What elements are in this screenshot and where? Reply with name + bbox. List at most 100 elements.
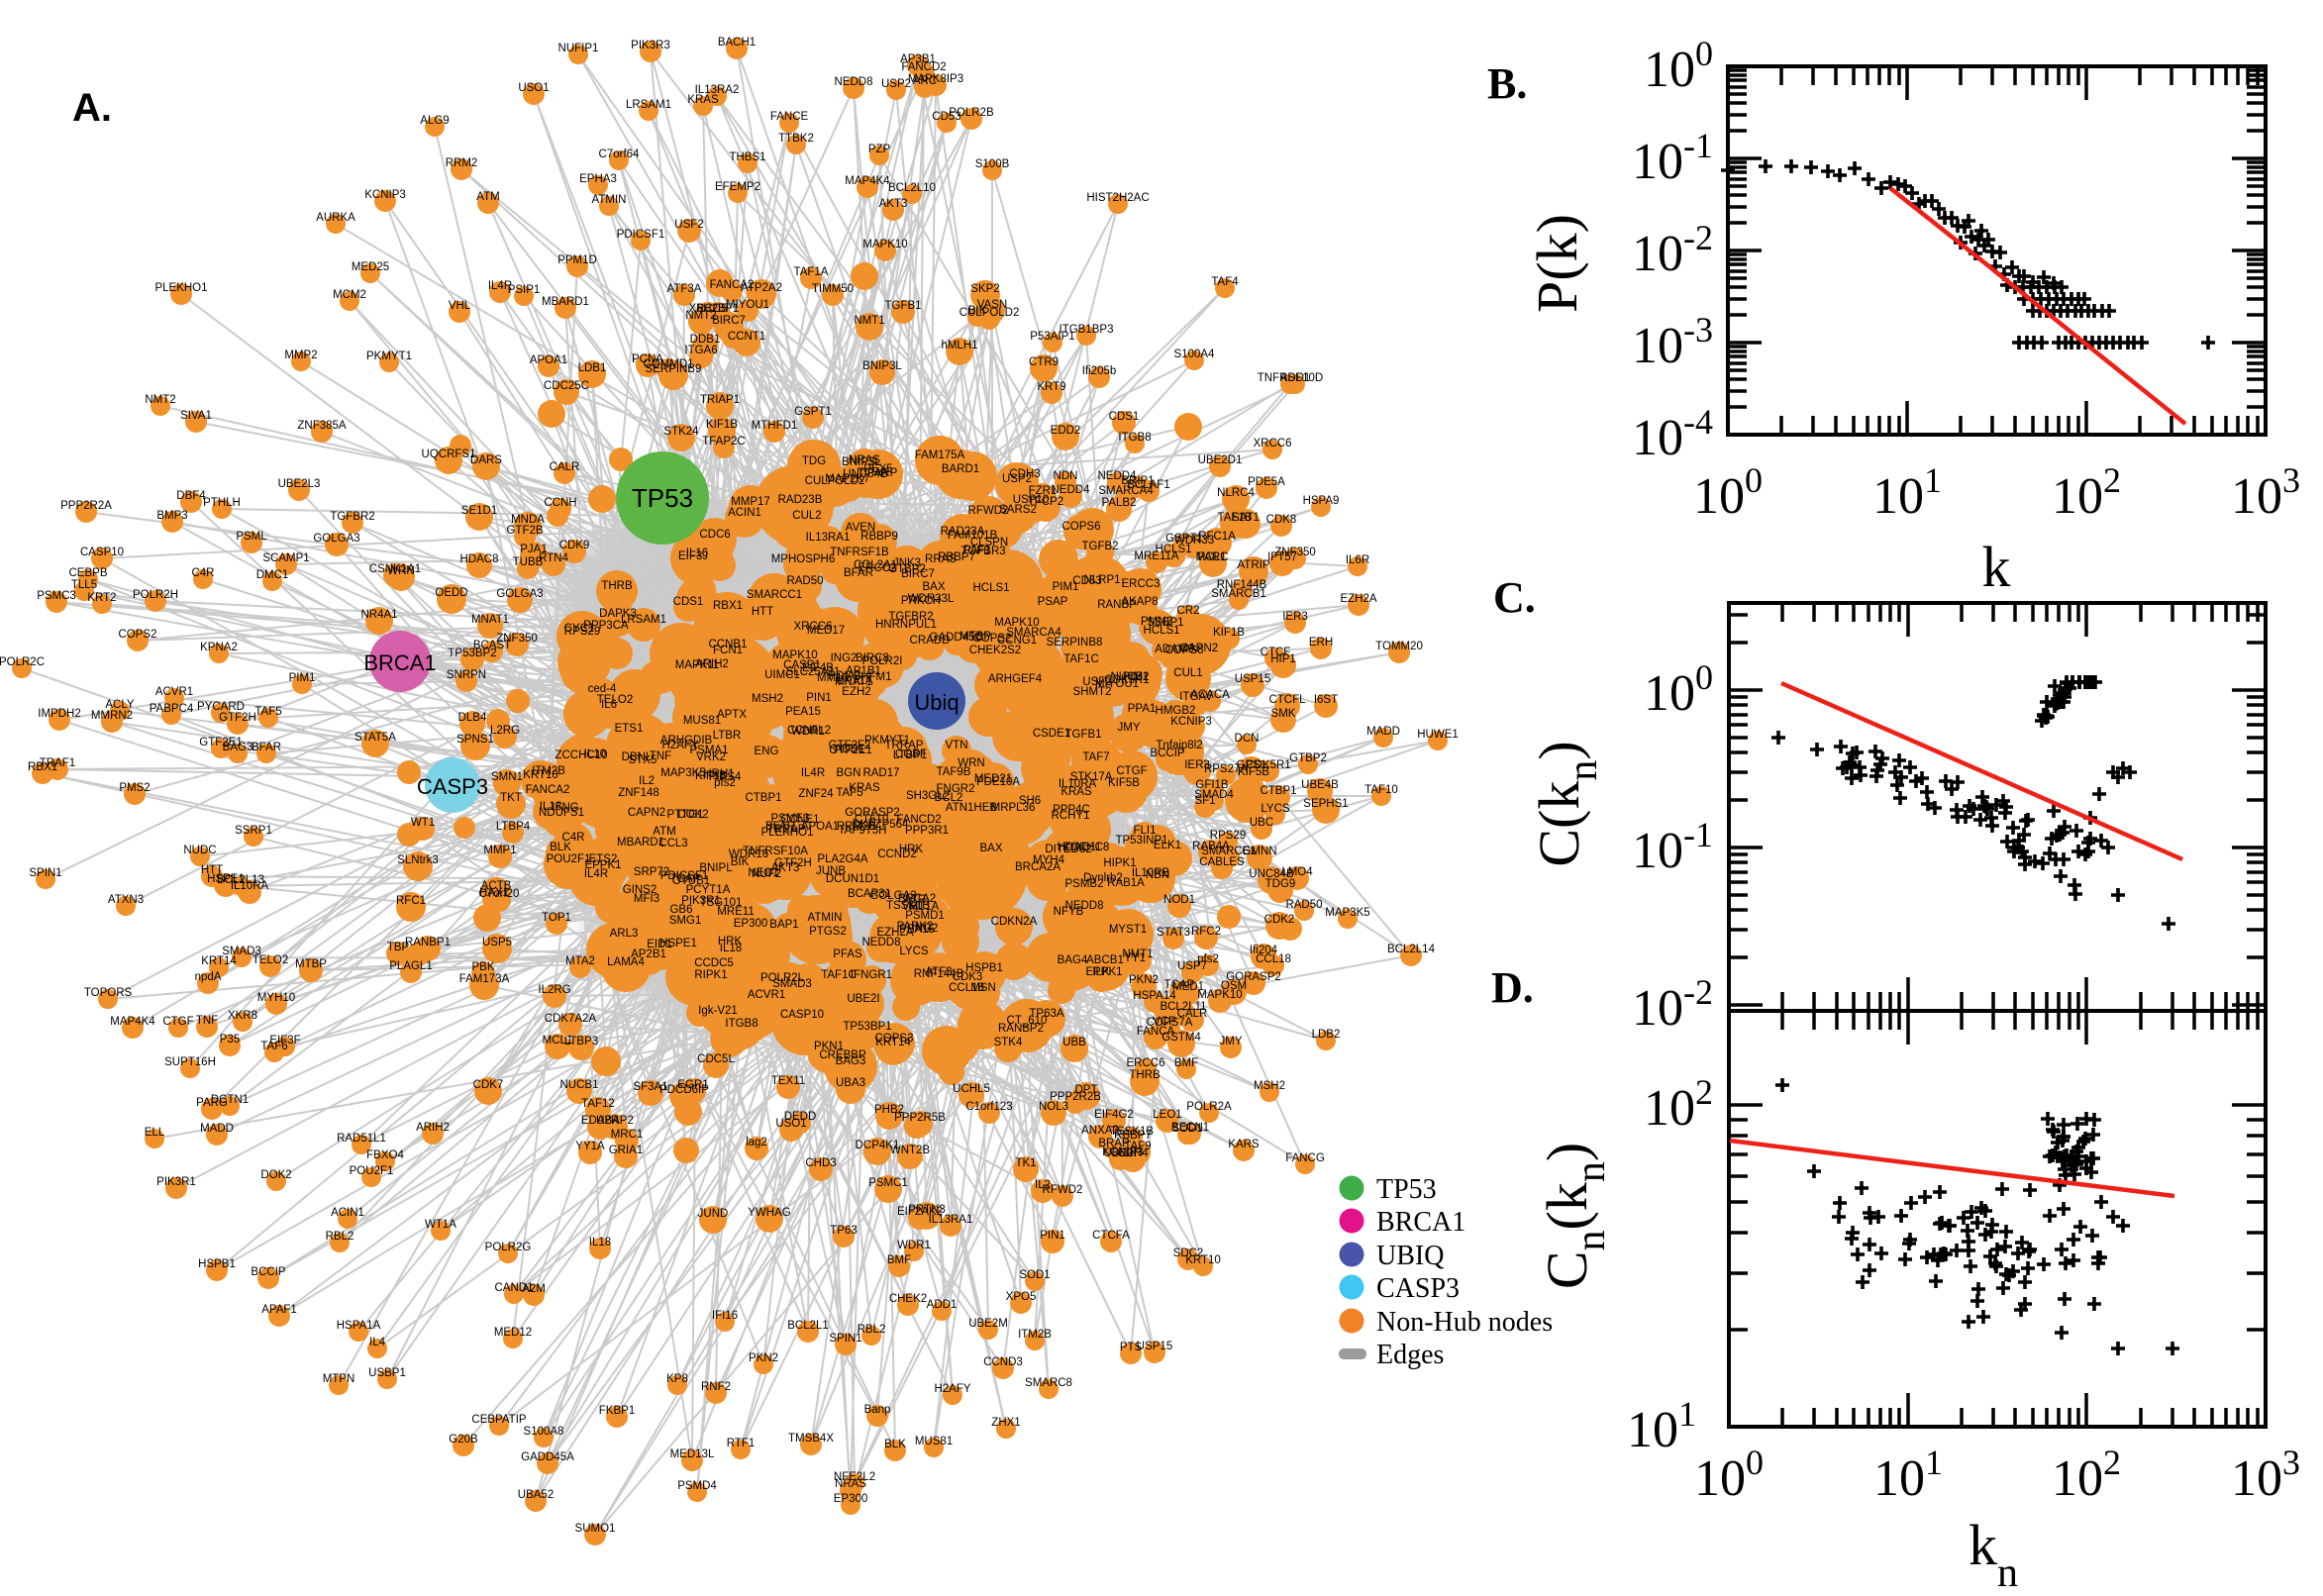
svg-text:BRCA1: BRCA1 — [1376, 1207, 1465, 1238]
svg-text:CASP1: CASP1 — [783, 659, 821, 671]
svg-text:MSH2: MSH2 — [752, 693, 783, 705]
svg-text:CHEK2S2: CHEK2S2 — [969, 645, 1021, 656]
svg-text:TP53BP2: TP53BP2 — [448, 648, 496, 659]
svg-text:SUMO1: SUMO1 — [575, 1523, 616, 1535]
svg-text:HNRNPUL1: HNRNPUL1 — [875, 619, 937, 631]
svg-text:CR2: CR2 — [1176, 605, 1199, 617]
svg-text:SMG1: SMG1 — [669, 915, 702, 927]
svg-text:IL2: IL2 — [639, 775, 655, 787]
svg-text:CALR: CALR — [550, 461, 580, 473]
svg-text:MED12: MED12 — [494, 1327, 532, 1339]
svg-text:ZHX1: ZHX1 — [991, 1417, 1020, 1429]
svg-text:FAM173A: FAM173A — [459, 973, 510, 985]
svg-text:CCN5L2: CCN5L2 — [787, 725, 831, 737]
svg-text:MAP4K4: MAP4K4 — [845, 175, 890, 187]
svg-text:MED17: MED17 — [807, 625, 845, 637]
svg-text:HCLS1: HCLS1 — [1155, 544, 1191, 555]
svg-text:POLR2G: POLR2G — [485, 1242, 532, 1253]
svg-text:TRIAP1: TRIAP1 — [700, 394, 740, 406]
svg-text:HRK: HRK — [718, 936, 743, 948]
svg-text:CSDE1: CSDE1 — [1033, 728, 1070, 740]
svg-text:CDH3: CDH3 — [1009, 468, 1040, 480]
svg-text:ING2: ING2 — [831, 652, 858, 664]
svg-text:TCAP: TCAP — [1164, 979, 1195, 991]
svg-text:TOP1: TOP1 — [542, 912, 571, 924]
svg-text:CTCFL: CTCFL — [1268, 694, 1306, 706]
svg-text:RFC2: RFC2 — [1191, 926, 1221, 938]
svg-text:CREBBP: CREBBP — [819, 1049, 866, 1061]
svg-text:APOA1: APOA1 — [530, 354, 567, 366]
svg-text:CDK2: CDK2 — [1264, 914, 1295, 926]
svg-text:PDICSF1: PDICSF1 — [617, 229, 665, 241]
svg-text:HCLS1: HCLS1 — [972, 582, 1009, 594]
svg-text:ZCCHC10: ZCCHC10 — [555, 749, 607, 761]
svg-text:APTX: APTX — [717, 709, 747, 721]
svg-text:C.: C. — [1493, 573, 1536, 622]
svg-text:PIN1: PIN1 — [806, 692, 832, 704]
svg-text:PIN1: PIN1 — [1040, 1230, 1065, 1242]
svg-text:TAF7: TAF7 — [1082, 751, 1109, 763]
svg-text:C1orf123: C1orf123 — [965, 1101, 1012, 1113]
svg-text:ITGB8: ITGB8 — [1118, 432, 1151, 444]
svg-text:ZNF24: ZNF24 — [798, 788, 834, 800]
svg-text:NDN: NDN — [1054, 470, 1078, 482]
svg-text:USP2: USP2 — [881, 78, 911, 90]
svg-text:APAF1: APAF1 — [261, 1304, 297, 1316]
svg-text:BLK: BLK — [884, 1439, 906, 1450]
svg-text:ATF3: ATF3 — [925, 966, 952, 978]
svg-text:PLAGL1: PLAGL1 — [389, 960, 432, 972]
svg-text:IL4R: IL4R — [801, 767, 825, 779]
svg-text:LEO1: LEO1 — [1153, 1109, 1181, 1121]
svg-text:CASP3: CASP3 — [417, 774, 488, 799]
svg-text:STK17A: STK17A — [1070, 771, 1113, 783]
svg-text:SUPT16H: SUPT16H — [164, 1056, 216, 1068]
svg-text:IFNGR1: IFNGR1 — [851, 969, 892, 981]
svg-text:EIF4G2: EIF4G2 — [1094, 1109, 1134, 1121]
svg-text:BCL2L14: BCL2L14 — [1387, 944, 1436, 955]
svg-text:HSPA9: HSPA9 — [1303, 495, 1340, 507]
svg-text:IL18: IL18 — [589, 1237, 611, 1248]
svg-text:BCL2L10: BCL2L10 — [888, 182, 936, 194]
svg-text:UBA3: UBA3 — [836, 1077, 865, 1089]
svg-text:MAP3K5: MAP3K5 — [660, 767, 705, 779]
svg-text:TUBB: TUBB — [513, 556, 544, 568]
svg-text:DLB4: DLB4 — [458, 712, 487, 724]
svg-text:KRT2: KRT2 — [87, 592, 116, 604]
svg-text:KRT9: KRT9 — [1037, 381, 1065, 393]
svg-text:WT1: WT1 — [411, 817, 435, 829]
svg-text:BMF: BMF — [1174, 1057, 1198, 1069]
svg-text:BCAP31: BCAP31 — [848, 888, 891, 900]
svg-text:I6ST: I6ST — [1314, 694, 1338, 706]
svg-text:HSPB1: HSPB1 — [198, 1258, 236, 1270]
svg-text:GOLGA3: GOLGA3 — [496, 588, 543, 600]
svg-text:TAF10: TAF10 — [1364, 784, 1398, 796]
svg-text:DMC1: DMC1 — [256, 569, 289, 581]
svg-text:MTA2: MTA2 — [565, 955, 595, 967]
svg-text:RRM2B: RRM2B — [837, 821, 877, 833]
svg-text:A.: A. — [72, 86, 112, 130]
svg-text:JUND: JUND — [698, 1208, 729, 1220]
svg-text:ACIN1: ACIN1 — [331, 1207, 364, 1219]
svg-text:KPNA2: KPNA2 — [200, 642, 238, 653]
svg-text:COBF: COBF — [895, 748, 927, 760]
svg-text:GADD45G: GADD45G — [930, 632, 984, 644]
svg-text:ITM2B: ITM2B — [532, 765, 565, 777]
svg-text:MCL1: MCL1 — [1196, 551, 1227, 563]
svg-text:COPS6: COPS6 — [1062, 521, 1101, 533]
svg-text:DOK2: DOK2 — [260, 1169, 291, 1181]
svg-text:RAD50: RAD50 — [786, 575, 823, 587]
svg-text:TP53: TP53 — [1376, 1174, 1437, 1205]
svg-text:RBL2: RBL2 — [326, 1231, 354, 1243]
svg-text:GTF2F2: GTF2F2 — [829, 740, 871, 751]
svg-text:BAP1: BAP1 — [769, 919, 798, 931]
svg-text:BARD1: BARD1 — [942, 463, 979, 475]
svg-text:PIM1: PIM1 — [289, 672, 316, 684]
svg-text:POLR2C: POLR2C — [0, 656, 45, 668]
svg-text:IFNG: IFNG — [552, 802, 579, 814]
svg-text:RBBP7: RBBP7 — [1114, 1130, 1152, 1142]
svg-text:SCAMP1: SCAMP1 — [262, 552, 309, 564]
svg-text:KCNIP3: KCNIP3 — [364, 189, 406, 201]
svg-text:PSMD4: PSMD4 — [677, 1480, 717, 1492]
svg-text:ZNF385A: ZNF385A — [297, 420, 347, 432]
svg-text:PPM1D: PPM1D — [557, 254, 597, 266]
